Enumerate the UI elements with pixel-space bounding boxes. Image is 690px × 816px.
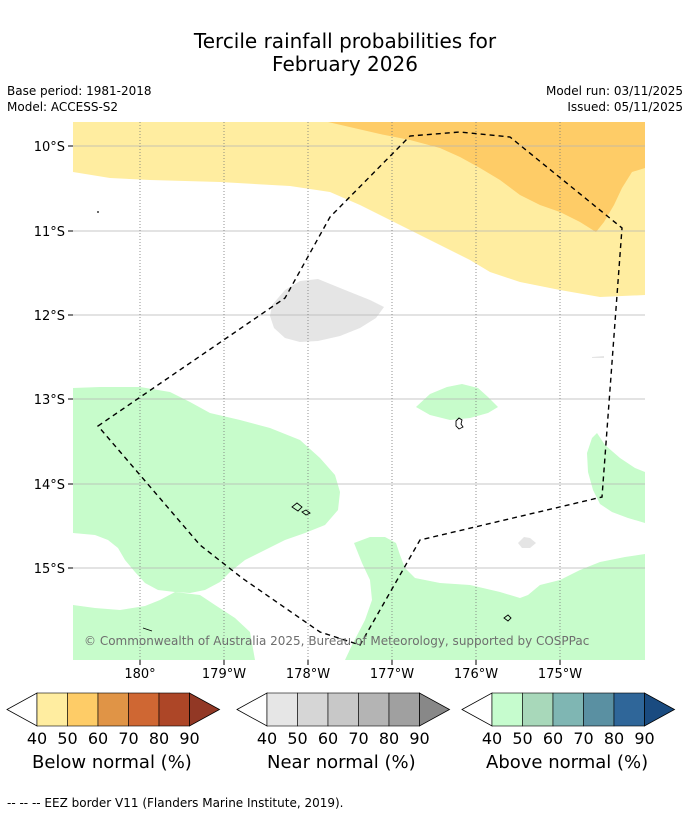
meta-left: Base period: 1981-2018 Model: ACCESS-S2 [7,83,152,115]
lat-ticks [68,145,73,569]
below-normal-50-region [328,122,645,232]
above-normal-40-region-southeast [345,537,645,660]
legend-color-cell [583,692,615,727]
legend-tick-label: 60 [543,729,563,748]
lon-label: 177°W [370,667,414,682]
lat-label: 14°S [34,478,65,493]
legend-tick-label: 40 [257,729,277,748]
island-outline [503,614,512,622]
legend-tick-label: 60 [88,729,108,748]
map-panel: © Commonwealth of Australia 2025, Bureau… [73,122,645,660]
legend-tick-label: 50 [57,729,77,748]
legend-color-cell [358,692,390,727]
above-normal-40-region-west [73,387,340,593]
lon-label: 180° [124,667,155,682]
issued-date: Issued: 05/11/2025 [567,100,683,114]
legend-tick-label: 70 [348,729,368,748]
above-normal-label: Above normal (%) [486,752,649,773]
legend-above-normal: 40 50 60 70 80 90 [461,692,676,748]
title-line-1: Tercile rainfall probabilities for [193,29,497,53]
legend-color-cell [97,692,129,727]
base-period: Base period: 1981-2018 [7,84,152,98]
legend-color-cell [491,692,523,727]
legend-color-cell [36,692,68,727]
title-line-2: February 2026 [272,52,418,76]
lon-label: 176°W [454,667,498,682]
island-outline [142,627,153,632]
lat-label: 10°S [34,140,65,155]
lon-label: 179°W [202,667,246,682]
legend-tick-label: 50 [287,729,307,748]
lon-label: 178°W [286,667,330,682]
legend-below-normal: 40 50 60 70 80 90 [6,692,221,748]
legend-tick-label: 90 [409,729,429,748]
eez-border [96,131,623,646]
map-title: Tercile rainfall probabilities for Febru… [0,30,690,76]
legend-tick-label: 50 [512,729,532,748]
model-run: Model run: 03/11/2025 [545,84,683,98]
legend-near-normal: 40 50 60 70 80 90 [236,692,451,748]
near-normal-40-dash [592,356,604,358]
island-outline [291,502,303,512]
legend-color-cell [327,692,359,727]
legend-extend-low [236,692,268,727]
legend-tick-label: 70 [573,729,593,748]
legend-color-cell [67,692,99,727]
legend-extend-high [644,692,676,727]
lon-labels: 180° 179°W 178°W 177°W 176°W 175°W [124,667,582,682]
meta-right: Model run: 03/11/2025 Issued: 05/11/2025 [546,83,683,115]
legend-tick-label: 90 [634,729,654,748]
lat-label: 13°S [34,393,65,408]
above-normal-40-region-east [587,433,645,523]
legend-tick-label: 60 [318,729,338,748]
legend-tick-label: 70 [118,729,138,748]
legend-extend-high [189,692,221,727]
latitude-gridlines [73,145,645,569]
eez-footnote: -- -- -- EEZ border V11 (Flanders Marine… [7,796,344,810]
legend-extend-high [419,692,451,727]
legend-tick-label: 80 [604,729,624,748]
legend-tick-label: 40 [27,729,47,748]
near-normal-label: Near normal (%) [267,752,416,773]
below-normal-label: Below normal (%) [32,752,192,773]
legend-color-cell [266,692,298,727]
copyright-text: © Commonwealth of Australia 2025, Bureau… [84,634,589,648]
lon-ticks [139,660,561,665]
near-normal-40-small-patch [518,537,536,548]
lat-labels: 10°S 11°S 12°S 13°S 14°S 15°S [34,140,65,577]
legend-extend-low [6,692,38,727]
legend-color-cell [613,692,645,727]
legend-color-cell [552,692,584,727]
near-normal-40-region [270,279,384,342]
lat-label: 15°S [34,562,65,577]
above-normal-40-region-south [73,592,255,660]
legend-color-cell [388,692,420,727]
legend-color-cell [128,692,160,727]
lat-label: 11°S [34,225,65,240]
lat-label: 12°S [34,309,65,324]
island-dot [97,211,99,213]
legend-color-cell [297,692,329,727]
legend-tick-label: 90 [179,729,199,748]
legend-color-cell [158,692,190,727]
lon-label: 175°W [538,667,582,682]
model-name: Model: ACCESS-S2 [7,100,119,114]
legend-tick-label: 80 [379,729,399,748]
legend-tick-label: 40 [482,729,502,748]
legend-tick-label: 80 [149,729,169,748]
island-outline [455,417,464,430]
legend-extend-low [461,692,493,727]
above-normal-40-region-central [416,384,498,420]
island-outline [301,509,311,516]
legend-color-cell [522,692,554,727]
